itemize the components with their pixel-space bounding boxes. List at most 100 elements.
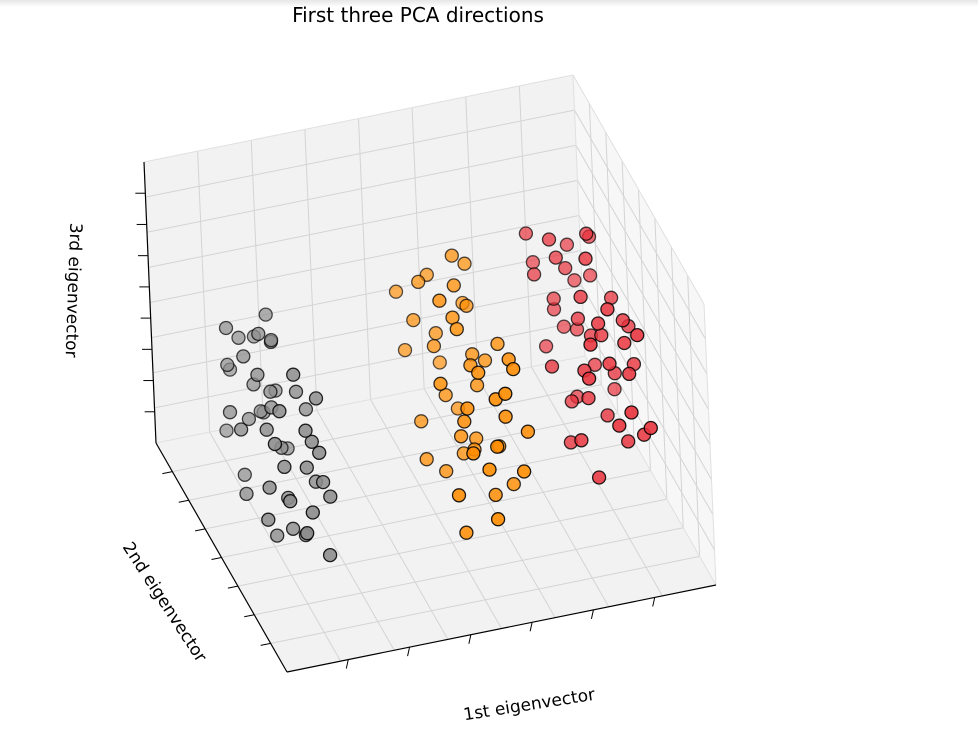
data-point-class-0 xyxy=(218,320,234,336)
data-point-class-1 xyxy=(439,464,454,479)
scatter-points xyxy=(218,226,658,563)
data-point-class-1 xyxy=(459,298,474,313)
data-point-class-0 xyxy=(258,307,273,322)
x-axis-label: 1st eigenvector xyxy=(462,685,596,726)
grid-line xyxy=(237,498,667,587)
data-point-class-2 xyxy=(573,289,588,305)
data-point-class-1 xyxy=(419,452,434,467)
grid-line xyxy=(578,215,711,445)
data-point-class-0 xyxy=(272,404,287,419)
grid-line xyxy=(577,180,709,410)
data-point-class-2 xyxy=(615,313,630,328)
data-point-class-2 xyxy=(594,328,609,343)
y-tick xyxy=(162,471,173,475)
data-point-class-1 xyxy=(457,414,472,429)
data-point-class-2 xyxy=(574,433,589,448)
z-axis-line xyxy=(143,161,157,444)
data-point-class-1 xyxy=(426,338,442,354)
data-point-class-0 xyxy=(263,384,278,399)
data-point-class-1 xyxy=(506,361,521,377)
data-point-class-2 xyxy=(526,267,542,282)
data-point-class-0 xyxy=(312,445,327,460)
data-point-class-0 xyxy=(298,402,314,417)
data-point-class-1 xyxy=(414,414,429,429)
data-point-class-1 xyxy=(498,409,513,424)
data-point-class-0 xyxy=(299,460,314,475)
y-tick xyxy=(227,585,238,589)
data-point-class-1 xyxy=(451,488,467,503)
data-point-class-2 xyxy=(578,251,593,266)
data-point-class-0 xyxy=(323,489,338,504)
pane-edge xyxy=(584,355,717,586)
data-point-class-1 xyxy=(432,293,447,308)
data-point-class-1 xyxy=(471,365,486,380)
data-point-class-2 xyxy=(546,291,561,306)
data-point-class-0 xyxy=(241,411,257,427)
data-point-class-1 xyxy=(449,321,464,337)
data-point-class-0 xyxy=(267,436,283,452)
data-point-class-1 xyxy=(488,487,503,503)
data-point-class-1 xyxy=(446,278,461,293)
grid-line xyxy=(152,285,583,374)
pane-edge xyxy=(572,74,705,305)
x-axis-line xyxy=(286,584,717,673)
y-tick xyxy=(260,642,271,646)
data-point-class-2 xyxy=(558,260,573,276)
pane-edge xyxy=(143,74,574,163)
y-tick xyxy=(195,528,206,532)
data-point-class-0 xyxy=(270,528,285,543)
y-tick xyxy=(244,614,255,618)
data-point-class-0 xyxy=(300,526,315,541)
data-point-class-1 xyxy=(444,248,459,263)
data-point-class-2 xyxy=(617,335,632,351)
grid-line xyxy=(254,527,684,616)
data-point-class-1 xyxy=(490,512,506,527)
data-point-class-1 xyxy=(482,462,497,477)
data-point-class-1 xyxy=(397,342,413,358)
data-point-class-0 xyxy=(239,486,254,502)
data-point-class-2 xyxy=(581,371,597,386)
grid-line xyxy=(172,384,602,473)
data-point-class-1 xyxy=(406,312,421,328)
grid-line xyxy=(221,470,651,558)
data-point-class-1 xyxy=(411,274,426,290)
data-point-class-1 xyxy=(457,256,472,271)
data-point-class-0 xyxy=(237,467,252,482)
data-point-class-2 xyxy=(621,434,636,449)
data-point-class-2 xyxy=(583,337,598,352)
data-point-class-2 xyxy=(564,394,579,409)
pane-edge xyxy=(572,74,586,357)
data-point-class-1 xyxy=(432,355,447,370)
grid-line xyxy=(145,109,575,198)
data-point-class-2 xyxy=(548,250,563,265)
grid-line xyxy=(188,412,618,501)
data-point-class-1 xyxy=(453,429,469,444)
chart-title: First three PCA directions xyxy=(292,3,544,27)
data-point-class-0 xyxy=(250,367,265,382)
data-point-class-0 xyxy=(219,423,234,438)
data-point-class-2 xyxy=(556,319,572,334)
grid-line xyxy=(149,215,580,303)
data-point-class-0 xyxy=(288,384,304,399)
data-point-class-0 xyxy=(308,391,324,406)
data-point-class-1 xyxy=(516,464,532,479)
data-point-class-1 xyxy=(506,476,521,492)
data-point-class-2 xyxy=(559,237,575,252)
x-tick xyxy=(529,622,533,632)
data-point-class-0 xyxy=(283,494,298,509)
data-point-class-0 xyxy=(261,512,276,527)
data-point-class-0 xyxy=(322,547,338,563)
data-point-class-0 xyxy=(298,423,313,438)
data-point-class-2 xyxy=(570,311,586,326)
data-point-class-2 xyxy=(525,255,541,270)
data-point-class-2 xyxy=(612,418,627,433)
data-point-class-1 xyxy=(498,386,513,401)
data-point-class-1 xyxy=(433,376,448,391)
data-point-class-0 xyxy=(304,434,319,449)
grid-line xyxy=(154,320,584,409)
grid-line xyxy=(148,179,578,268)
data-point-class-2 xyxy=(624,405,639,420)
x-tick xyxy=(652,597,656,607)
z-axis-label: 3rd eigenvector xyxy=(61,222,86,357)
